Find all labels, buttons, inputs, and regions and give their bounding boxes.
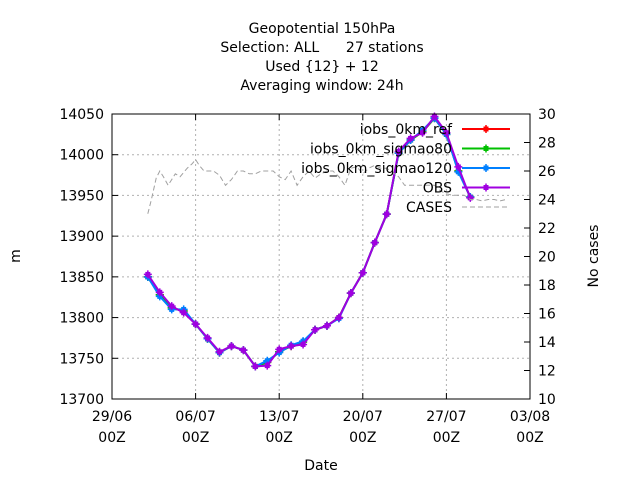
series-CASES [147,158,507,214]
y-tick-label: 13800 [59,311,104,327]
title-line-1: Geopotential 150hPa [249,21,396,37]
x-tick-label-hour: 00Z [98,430,125,446]
data-point-cross [382,210,391,219]
data-point-cross [406,134,415,143]
series-OBS [143,112,475,371]
y2-tick-label: 20 [538,250,556,266]
y2-tick-label: 26 [538,164,556,180]
legend-label: iobs_0km_ref [360,122,453,138]
data-point-cross [370,238,379,247]
data-point-cross [334,313,343,322]
legend: iobs_0km_ref iobs_0km_sigmao80 iobs_0km_si… [301,122,510,216]
x-tick-label-date: 13/07 [259,409,299,425]
data-point-cross [358,268,367,277]
legend-label: iobs_0km_sigmao120 [301,161,452,177]
data-point-cross [191,320,200,329]
data-point-cross [287,342,296,351]
x-tick-label-hour: 00Z [433,430,460,446]
legend-entry-CASES: CASES [406,200,510,216]
series-layer [143,112,507,371]
y2-tick-label: 14 [538,335,556,351]
y-tick-label: 14000 [59,148,104,164]
y-tick-label: 14050 [59,107,104,123]
data-point-cross [167,302,176,311]
data-point-cross [454,162,463,171]
title-line-3: Used {12} + 12 [265,59,379,75]
x-tick-label-date: 03/08 [510,409,550,425]
y2-tick-label: 22 [538,221,556,237]
legend-swatch-cross [482,144,490,153]
x-tick-label-hour: 00Z [182,430,209,446]
x-tick-label-date: 20/07 [343,409,383,425]
legend-swatch-cross [482,125,490,133]
data-point-cross [227,342,236,351]
series-line-CASES [147,158,507,214]
y-tick-label: 13750 [59,351,104,367]
legend-swatch-cross [482,183,490,192]
y2-axis-label: No cases [586,225,602,288]
y2-tick-label: 18 [538,278,556,294]
data-point-cross [322,321,331,330]
data-point-cross [275,345,284,354]
x-axis-label: Date [304,458,337,474]
data-point-cross [311,325,320,334]
data-point-cross [179,308,188,317]
data-point-cross [215,347,224,356]
y2-tick-label: 12 [538,364,556,380]
legend-label: CASES [406,200,452,216]
x-tick-label-date: 29/06 [92,409,132,425]
x-tick-label-date: 27/07 [426,409,466,425]
y2-tick-label: 28 [538,136,556,152]
title-line-4: Averaging window: 24h [240,78,403,94]
y2-tick-label: 30 [538,107,556,123]
data-point-cross [263,361,272,370]
legend-entry-iobs_0km_sigmao120: iobs_0km_sigmao120 [301,161,510,177]
data-point-cross [346,289,355,298]
axes: 13700 13750 13800 13850 13900 13950 14000 14050… [59,107,555,446]
data-point-cross [155,288,164,297]
x-tick-label-hour: 00Z [516,430,543,446]
data-point-cross [143,270,152,279]
series-line-OBS [146,114,472,368]
data-point-cross [299,340,308,349]
legend-entry-iobs_0km_ref: iobs_0km_ref [360,122,510,138]
data-point-cross [203,333,212,342]
y2-tick-label: 10 [538,392,556,408]
y-tick-label: 13700 [59,392,104,408]
chart-title: Geopotential 150hPa Selection: ALL 27 st… [220,21,423,94]
legend-label: iobs_0km_sigmao80 [310,142,452,158]
y-axis-label: m [8,249,24,263]
legend-entry-OBS: OBS [423,181,510,197]
y-tick-label: 13950 [59,188,104,204]
y2-tick-label: 24 [538,193,556,209]
data-point-cross [466,193,475,202]
x-tick-label-date: 06/07 [175,409,215,425]
legend-swatch-cross [482,164,490,172]
y-tick-label: 13850 [59,270,104,286]
data-point-cross [418,128,427,137]
y2-tick-label: 16 [538,307,556,323]
x-tick-label-hour: 00Z [265,430,292,446]
data-point-cross [394,147,403,156]
data-point-cross [442,128,451,137]
title-line-2: Selection: ALL 27 stations [220,40,423,56]
data-point-cross [251,362,260,371]
legend-entry-iobs_0km_sigmao80: iobs_0km_sigmao80 [310,142,510,158]
data-point-cross [239,346,248,355]
legend-label: OBS [423,181,452,197]
x-tick-label-hour: 00Z [349,430,376,446]
y-tick-label: 13900 [59,229,104,245]
